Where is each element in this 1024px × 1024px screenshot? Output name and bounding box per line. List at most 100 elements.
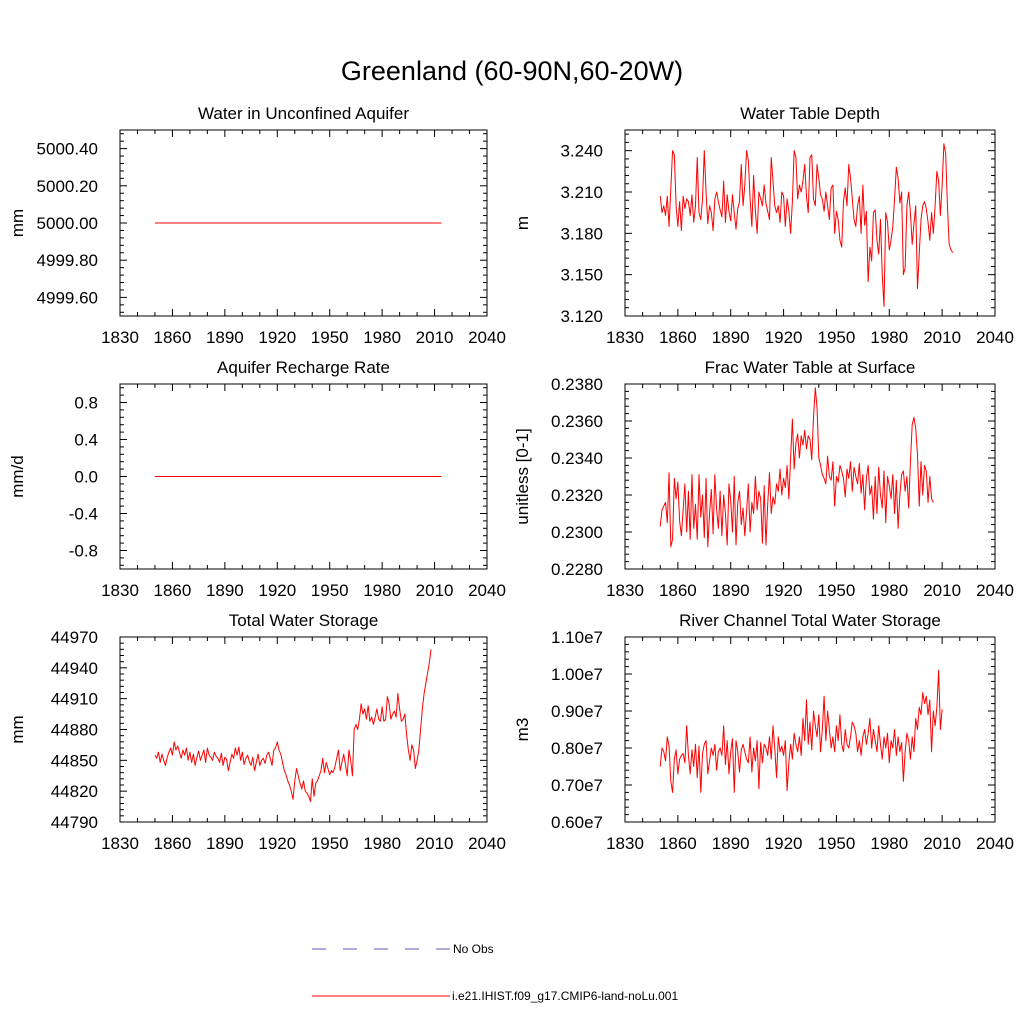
series-line xyxy=(659,143,954,307)
x-tick-label: 2010 xyxy=(923,581,961,600)
series-line xyxy=(659,387,934,548)
x-tick-label: 2010 xyxy=(416,328,454,347)
y-tick-label: 4999.60 xyxy=(37,288,98,307)
plot-frame xyxy=(624,636,996,823)
y-tick-label: 5000.20 xyxy=(37,177,98,196)
x-tick-label: 2010 xyxy=(923,834,961,853)
y-tick-label: 3.120 xyxy=(560,307,603,326)
x-tick-label: 1920 xyxy=(258,581,296,600)
x-tick-label: 2010 xyxy=(416,834,454,853)
x-tick-label: 1890 xyxy=(712,834,750,853)
chart-panel-1: Water in Unconfined Aquifer mm 1830 1860 189… xyxy=(8,104,506,347)
y-tick-label: 44970 xyxy=(51,628,98,647)
y-tick-label: 1.10e7 xyxy=(551,628,603,647)
x-tick-label: 2040 xyxy=(976,834,1014,853)
x-tick-label: 1920 xyxy=(765,328,803,347)
x-tick-label: 1980 xyxy=(363,834,401,853)
x-tick-label: 1920 xyxy=(765,581,803,600)
legend-label-model-run: i.e21.IHIST.f09_g17.CMIP6-land-noLu.001 xyxy=(452,989,679,1003)
x-tick-label: 1830 xyxy=(606,834,644,853)
y-tick-label: 1.00e7 xyxy=(551,665,603,684)
x-tick-label: 1890 xyxy=(206,328,244,347)
y-tick-label: 0.8 xyxy=(74,394,98,413)
x-tick-label: 1980 xyxy=(870,834,908,853)
y-tick-label: 0.2360 xyxy=(551,412,603,431)
chart-panel-5: Total Water Storage mm 1830 1860 1890 1920 195… xyxy=(8,611,506,853)
legend-label-no-obs: No Obs xyxy=(453,942,494,956)
x-tick-label: 1830 xyxy=(101,834,139,853)
x-tick-label: 1890 xyxy=(712,581,750,600)
figure-title: Greenland (60-90N,60-20W) xyxy=(340,56,684,86)
x-tick-label: 1920 xyxy=(765,834,803,853)
y-tick-label: 0.2340 xyxy=(551,449,603,468)
y-tick-label: 44790 xyxy=(51,813,98,832)
x-tick-label: 1980 xyxy=(870,328,908,347)
x-tick-label: 1860 xyxy=(659,834,697,853)
y-tick-label: -0.8 xyxy=(69,542,98,561)
chart-panel-2: Water Table Depth m 1830 1860 1890 1920 1950 19… xyxy=(513,104,1014,347)
x-tick-label: 1950 xyxy=(818,581,856,600)
y-tick-label: 3.180 xyxy=(560,224,603,243)
y-tick-label: 44910 xyxy=(51,690,98,709)
y-tick-label: 0.90e7 xyxy=(551,702,603,721)
x-tick-label: 1980 xyxy=(870,581,908,600)
y-tick-label: 3.240 xyxy=(560,142,603,161)
series-line xyxy=(659,669,943,793)
x-tick-label: 1860 xyxy=(154,581,192,600)
x-tick-label: 2040 xyxy=(976,328,1014,347)
panel-title: Frac Water Table at Surface xyxy=(705,358,916,377)
panel-title: Aquifer Recharge Rate xyxy=(217,358,390,377)
y-tick-label: 3.210 xyxy=(560,183,603,202)
y-axis-label: mm/d xyxy=(8,455,27,498)
y-tick-label: 0.70e7 xyxy=(551,776,603,795)
x-tick-label: 1890 xyxy=(206,834,244,853)
y-axis-label: mm xyxy=(8,715,27,743)
y-tick-label: 4999.80 xyxy=(37,251,98,270)
y-axis-label: unitless [0-1] xyxy=(513,428,532,524)
y-axis-label: m xyxy=(513,216,532,230)
plot-frame xyxy=(624,129,996,317)
legend xyxy=(312,948,450,997)
y-axis-label: mm xyxy=(8,209,27,237)
y-tick-label: 44880 xyxy=(51,721,98,740)
x-tick-label: 1860 xyxy=(154,328,192,347)
y-tick-label: -0.4 xyxy=(69,505,98,524)
plot-frame xyxy=(119,636,488,823)
panel-title: River Channel Total Water Storage xyxy=(679,611,941,630)
x-tick-label: 1830 xyxy=(101,581,139,600)
y-tick-label: 0.2380 xyxy=(551,375,603,394)
y-axis-label: m3 xyxy=(513,718,532,742)
plot-frame xyxy=(624,383,996,570)
x-tick-label: 1860 xyxy=(154,834,192,853)
y-tick-label: 44820 xyxy=(51,782,98,801)
x-tick-label: 1890 xyxy=(712,328,750,347)
x-tick-label: 2010 xyxy=(923,328,961,347)
x-tick-label: 2010 xyxy=(416,581,454,600)
x-tick-label: 1920 xyxy=(258,834,296,853)
y-tick-label: 5000.40 xyxy=(37,140,98,159)
panel-title: Water in Unconfined Aquifer xyxy=(198,104,409,123)
panel-title: Total Water Storage xyxy=(229,611,379,630)
y-tick-label: 0.2300 xyxy=(551,523,603,542)
x-tick-label: 1860 xyxy=(659,581,697,600)
x-tick-label: 1950 xyxy=(818,328,856,347)
x-tick-label: 1950 xyxy=(311,581,349,600)
x-tick-label: 1920 xyxy=(258,328,296,347)
x-tick-label: 1830 xyxy=(101,328,139,347)
y-tick-label: 3.150 xyxy=(560,266,603,285)
x-tick-label: 1950 xyxy=(311,328,349,347)
chart-panel-3: Aquifer Recharge Rate mm/d 1830 1860 1890 192… xyxy=(8,358,506,600)
x-tick-label: 2040 xyxy=(976,581,1014,600)
y-tick-label: 5000.00 xyxy=(37,214,98,233)
x-tick-label: 1860 xyxy=(659,328,697,347)
x-tick-label: 1890 xyxy=(206,581,244,600)
y-tick-label: 0.0 xyxy=(74,468,98,487)
x-tick-label: 1830 xyxy=(606,581,644,600)
y-tick-label: 0.2280 xyxy=(551,560,603,579)
y-tick-label: 44850 xyxy=(51,751,98,770)
y-tick-label: 0.60e7 xyxy=(551,813,603,832)
x-tick-label: 2040 xyxy=(468,581,506,600)
x-tick-label: 1950 xyxy=(311,834,349,853)
panel-title: Water Table Depth xyxy=(740,104,880,123)
chart-panel-4: Frac Water Table at Surface unitless [0-1… xyxy=(513,358,1014,600)
